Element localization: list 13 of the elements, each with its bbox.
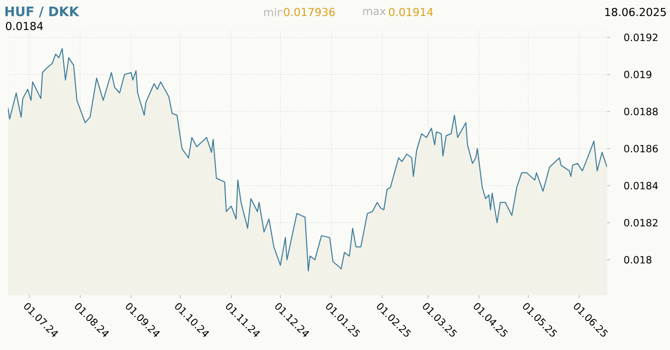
annotation: 0.0184 [6, 22, 43, 30]
text: 0.01914 [388, 8, 433, 16]
y-tick-label: 0.0186 [624, 144, 658, 152]
text: 18.06.2025 [605, 8, 666, 16]
text: 0.017936 [284, 8, 335, 16]
y-tick-label: 0.0184 [624, 182, 658, 190]
y-tick-label: 0.019 [624, 70, 652, 78]
text: max [363, 8, 386, 16]
y-tick-label: 0.0182 [624, 218, 658, 226]
y-tick-label: 0.0192 [624, 34, 658, 42]
y-tick-label: 0.018 [624, 256, 652, 264]
chart-title: HUF / DKK [5, 6, 80, 18]
y-tick-label: 0.0188 [624, 108, 658, 116]
